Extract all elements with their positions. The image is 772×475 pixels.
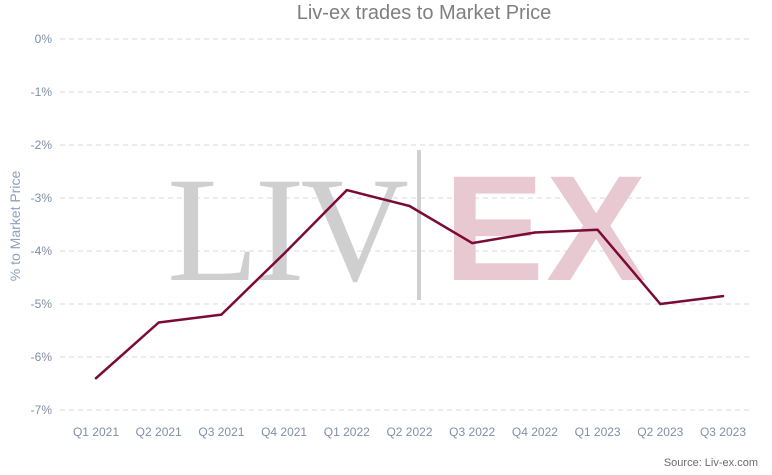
data-point <box>659 302 662 306</box>
y-tick-label: 0% <box>35 32 53 46</box>
chart-title: Liv-ex trades to Market Price <box>297 2 552 24</box>
data-point <box>157 321 160 324</box>
x-tick-label: Q4 2021 <box>261 425 307 439</box>
x-tick-label: Q1 2022 <box>324 425 370 439</box>
data-point <box>345 188 348 192</box>
series-group <box>94 188 725 380</box>
x-tick-label: Q2 2021 <box>136 425 182 439</box>
x-axis-tick-labels: Q1 2021 Q2 2021 Q3 2021 Q4 2021 Q1 2022 Q2 20… <box>73 425 746 439</box>
y-tick-label: -5% <box>31 297 53 311</box>
y-tick-label: -1% <box>31 85 53 99</box>
source-note: Source: Liv-ex.com <box>664 457 758 469</box>
x-tick-label: Q2 2022 <box>386 425 432 439</box>
x-tick-label: Q3 2022 <box>449 425 495 439</box>
y-axis-tick-labels: 0% -1% -2% -3% -4% -5% -6% -7% <box>31 32 53 417</box>
x-tick-label: Q3 2021 <box>198 425 244 439</box>
watermark-left-lettering: LIV <box>167 147 408 313</box>
x-tick-label: Q1 2023 <box>575 425 621 439</box>
y-axis-label: % to Market Price <box>7 171 23 282</box>
y-tick-label: -4% <box>31 244 53 258</box>
data-point <box>408 204 411 208</box>
y-tick-label: -3% <box>31 191 53 205</box>
watermark-divider <box>417 150 421 300</box>
data-point <box>471 241 474 245</box>
data-point <box>596 228 599 231</box>
x-tick-label: Q3 2023 <box>700 425 746 439</box>
data-point <box>282 252 286 255</box>
x-tick-label: Q2 2023 <box>637 425 683 439</box>
watermark-right-lettering: EX <box>444 144 648 312</box>
x-tick-label: Q1 2021 <box>73 425 119 439</box>
y-tick-label: -2% <box>31 138 53 152</box>
y-tick-label: -6% <box>31 350 53 364</box>
gridlines <box>60 38 752 411</box>
data-point <box>721 294 725 298</box>
data-point <box>533 231 537 234</box>
y-tick-label: -7% <box>31 403 53 417</box>
data-point <box>220 313 223 316</box>
x-tick-label: Q4 2022 <box>512 425 558 439</box>
watermark-logo: LIV EX <box>167 144 648 313</box>
data-point <box>94 377 98 380</box>
